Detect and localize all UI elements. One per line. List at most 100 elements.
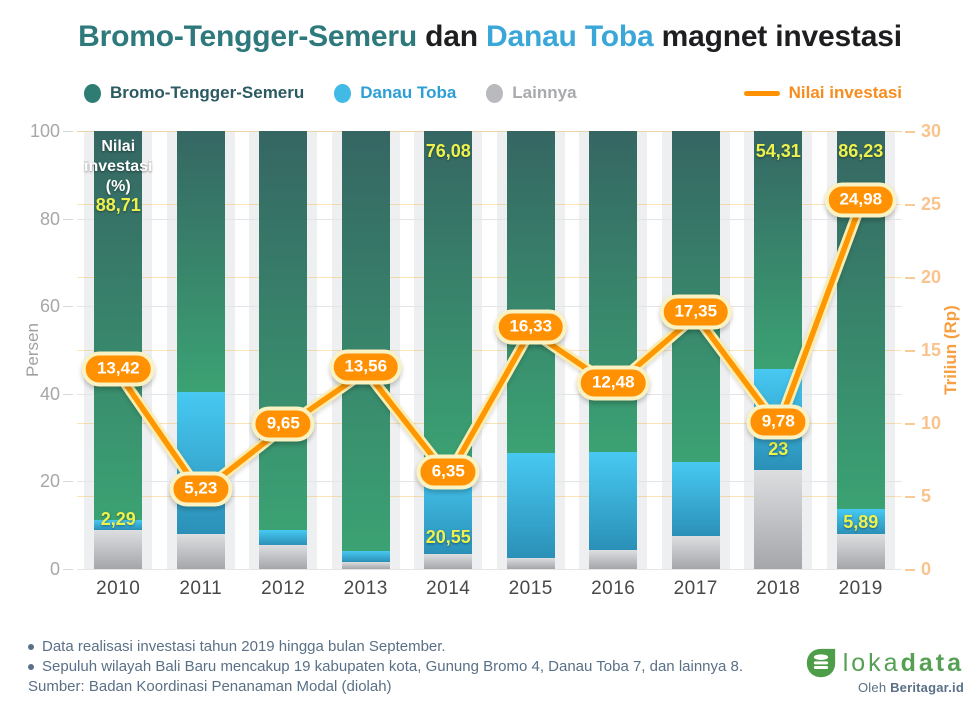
line-value-bubble: 5,23: [169, 471, 233, 507]
x-axis-label: 2014: [426, 578, 471, 599]
byline-brand: Beritagar.id: [890, 680, 964, 695]
byline: Oleh Beritagar.id: [806, 680, 964, 695]
legend-item-nilai-investasi: Nilai investasi: [743, 83, 902, 103]
y-axis-left-tick-label: 60: [39, 296, 60, 317]
y-axis-left-tick: [63, 218, 73, 220]
line-swatch-icon: [743, 90, 780, 96]
bullet-icon: [28, 644, 34, 650]
bar-segment-bromo-tengger-semeru: [176, 131, 225, 392]
lainnya-dot-icon: [486, 83, 504, 103]
gridline-triliun: [77, 277, 902, 278]
x-axis-label: 2011: [179, 578, 223, 599]
bar-2011: [176, 131, 225, 569]
bar-2015: [506, 131, 555, 569]
brand-name: lokadata: [843, 649, 964, 678]
footnote-text: Sepuluh wilayah Bali Baru mencakup 19 ka…: [42, 658, 744, 675]
y-axis-left-tick: [63, 569, 73, 570]
bar-segment-bromo-tengger-semeru: [506, 131, 555, 454]
title-text: dan: [416, 20, 486, 53]
x-axis-label: 2016: [591, 578, 636, 599]
bar-header-line: Nilai: [101, 138, 136, 155]
y-axis-right-tick: [905, 496, 915, 498]
y-axis-left-tick: [63, 393, 73, 395]
bar-segment-lainnya: [424, 554, 473, 569]
bar-segment-danau-toba: [836, 508, 885, 535]
line-value-bubble: 16,33: [494, 309, 568, 345]
y-axis-left-tick: [63, 306, 73, 308]
bar-2010: [94, 131, 143, 569]
y-axis-right-tick: [905, 131, 915, 133]
bar-value-label: 20,55: [425, 527, 471, 548]
y-axis-right-tick: [905, 350, 915, 352]
legend-label: Lainnya: [512, 83, 577, 102]
y-axis-right-tick-label: 25: [921, 194, 942, 214]
line-value-bubble: 17,35: [659, 294, 733, 330]
legend-item-lainnya: Lainnya: [486, 83, 577, 103]
lokadata-logo: lokadata Oleh Beritagar.id: [806, 648, 964, 695]
title-highlight-toba: Danau Toba: [486, 20, 654, 53]
y-axis-left-tick: [63, 481, 73, 483]
legend-label: Danau Toba: [360, 83, 457, 102]
y-axis-right-tick: [905, 423, 915, 425]
bar-value-label: 88,71: [95, 195, 141, 215]
gridline-percent: [77, 306, 902, 308]
gridline-percent: [77, 569, 902, 570]
y-axis-left-tick-label: 40: [39, 383, 60, 404]
legend-series-group: Bromo-Tengger-Semeru Danau Toba Lainnya: [84, 83, 577, 103]
x-axis-label: 2013: [343, 578, 388, 599]
line-value-bubble: 13,42: [81, 351, 155, 387]
bar-segment-lainnya: [506, 557, 555, 569]
y-axis-right-tick-label: 10: [921, 413, 942, 433]
y-axis-left-tick-label: 100: [29, 121, 60, 141]
x-axis-label: 2019: [838, 578, 883, 599]
bar-2013: [341, 131, 390, 569]
legend-item-bromo: Bromo-Tengger-Semeru: [84, 83, 304, 103]
bar-segment-danau-toba: [506, 453, 555, 558]
bar-header-label: Nilai investasi (%): [73, 137, 163, 197]
bar-segment-lainnya: [836, 534, 885, 569]
bar-segment-lainnya: [671, 536, 720, 569]
footnote-2: Sepuluh wilayah Bali Baru mencakup 19 ka…: [28, 657, 743, 677]
bar-segment-danau-toba: [94, 519, 143, 530]
gridline-triliun: [77, 350, 902, 351]
y-axis-left-tick: [63, 131, 73, 132]
gridline-percent: [77, 131, 902, 132]
brand-light: loka: [842, 648, 901, 677]
bar-value-label: 2,29: [100, 508, 136, 529]
y-axis-right-tick-label: 30: [921, 121, 942, 141]
line-value-bubble: 12,48: [576, 365, 650, 401]
bar-value-label: 54,31: [755, 141, 801, 161]
bar-segment-lainnya: [341, 561, 390, 569]
bar-value-label: 76,08: [425, 141, 471, 161]
y-axis-right-tick-label: 5: [921, 486, 932, 506]
bar-segment-lainnya: [754, 469, 803, 569]
bar-segment-bromo-tengger-semeru: [94, 131, 143, 520]
y-axis-right-tick: [905, 204, 915, 206]
bar-value-label: 5,89: [843, 511, 879, 532]
legend-item-danau-toba: Danau Toba: [334, 83, 456, 103]
bar-segment-bromo-tengger-semeru: [341, 131, 390, 552]
gridline-percent: [77, 481, 902, 483]
bar-value-label: 86,23: [838, 141, 884, 161]
danau-toba-dot-icon: [334, 83, 352, 103]
y-axis-left-tick-label: 20: [39, 471, 60, 492]
lokadata-leaf-database-icon: [806, 648, 835, 678]
footer-notes: Data realisasi investasi tahun 2019 hing…: [28, 637, 743, 697]
bromo-dot-icon: [84, 83, 101, 103]
footnote-text: Data realisasi investasi tahun 2019 hing…: [42, 638, 446, 655]
x-axis-label: 2018: [756, 578, 801, 599]
line-value-bubble: 13,56: [329, 349, 403, 385]
brand-bold: data: [900, 648, 964, 677]
line-value-bubble: 9,78: [746, 404, 810, 440]
source-note: Sumber: Badan Koordinasi Penanaman Modal…: [28, 678, 392, 695]
gridline-triliun: [77, 131, 902, 132]
nilai-investasi-line: [112, 198, 867, 499]
bar-segment-danau-toba: [259, 530, 308, 545]
line-path: [115, 201, 864, 496]
x-axis-label: 2017: [673, 578, 718, 599]
y-axis-left-tick-label: 0: [49, 559, 60, 579]
legend-label: Bromo-Tengger-Semeru: [110, 83, 305, 102]
title-highlight-bromo: Bromo-Tengger-Semeru: [78, 20, 417, 53]
x-axis-label: 2012: [261, 578, 306, 599]
